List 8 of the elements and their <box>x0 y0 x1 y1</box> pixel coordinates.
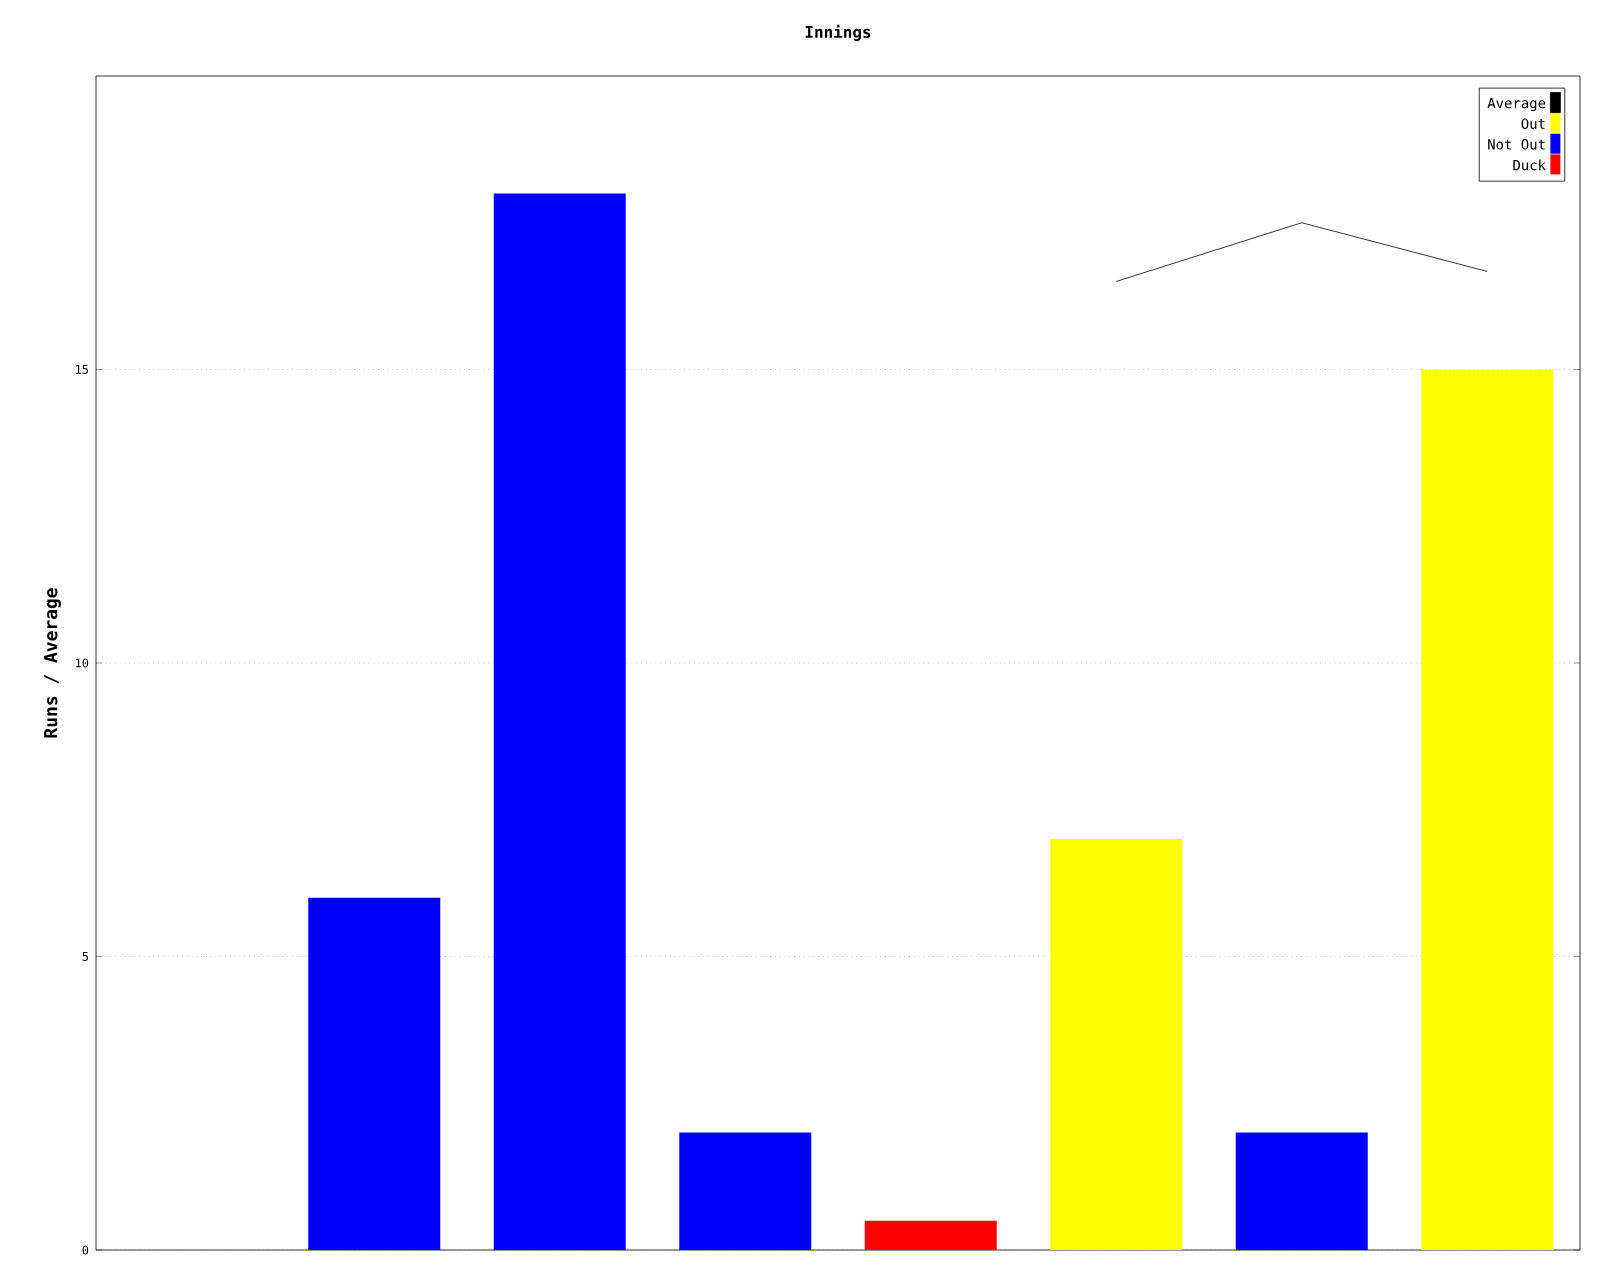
y-axis-title: Runs / Average <box>44 588 61 738</box>
bar <box>864 1220 997 1250</box>
bar <box>1050 839 1183 1250</box>
bar <box>493 193 626 1250</box>
bar <box>1421 369 1554 1250</box>
bar <box>1235 1132 1368 1250</box>
bar <box>308 897 441 1250</box>
bar <box>679 1132 812 1250</box>
